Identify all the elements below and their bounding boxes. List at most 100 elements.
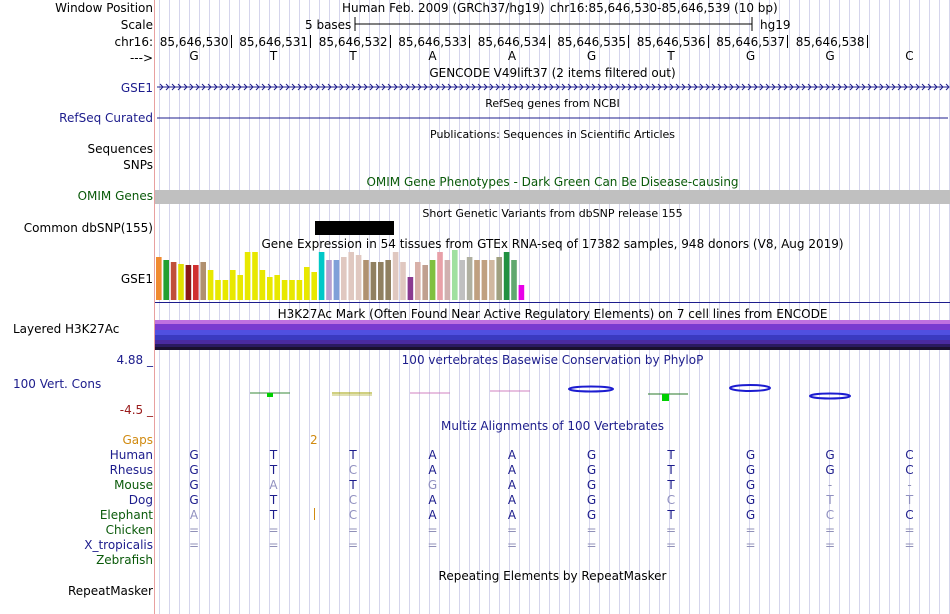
- strand-chevron: [369, 83, 374, 91]
- gtex-tissue-bar: [378, 262, 384, 300]
- h3k27ac-track-label[interactable]: Layered H3K27Ac: [13, 322, 120, 336]
- strand-label: --->: [129, 51, 153, 65]
- grid-line: [439, 0, 440, 614]
- alignment-base: A: [428, 493, 437, 507]
- grid-line: [529, 0, 530, 614]
- strand-chevron: [879, 83, 884, 91]
- strand-chevron: [939, 83, 944, 91]
- grid-line: [609, 0, 610, 614]
- grid-line: [849, 0, 850, 614]
- strand-chevron: [405, 83, 410, 91]
- gtex-tissue-bar: [200, 262, 206, 300]
- species-label[interactable]: Dog: [128, 493, 153, 507]
- grid-line: [659, 0, 660, 614]
- strand-chevron: [933, 83, 938, 91]
- phylop-signal[interactable]: [0, 380, 950, 420]
- dbsnp-variant[interactable]: [315, 221, 394, 235]
- strand-chevron: [327, 83, 332, 91]
- alignment-base: =: [188, 523, 200, 537]
- grid-line: [389, 0, 390, 614]
- vert-cons-track-label[interactable]: 100 Vert. Cons: [13, 377, 102, 391]
- strand-chevron: [747, 83, 752, 91]
- strand-chevron: [855, 83, 860, 91]
- strand-chevron: [579, 83, 584, 91]
- strand-chevron: [333, 83, 338, 91]
- strand-chevron: [201, 83, 206, 91]
- alignment-base: G: [189, 478, 199, 492]
- grid-line: [809, 0, 810, 614]
- gse1-gtex-track-label[interactable]: GSE1: [120, 272, 153, 286]
- grid-line: [649, 0, 650, 614]
- grid-line: [899, 0, 900, 614]
- alignment-base: =: [586, 538, 597, 552]
- species-label[interactable]: Chicken: [105, 523, 153, 537]
- alignment-base: G: [189, 448, 199, 462]
- snps-track-label[interactable]: SNPs: [123, 158, 153, 172]
- grid-line: [299, 0, 300, 614]
- alignment-base: G: [745, 448, 756, 462]
- strand-chevron: [921, 83, 926, 91]
- genome-browser-image[interactable]: [155, 0, 950, 614]
- reference-base: G: [189, 49, 199, 63]
- strand-chevron: [735, 83, 740, 91]
- alignment-base: -: [907, 478, 912, 492]
- alignment-base: =: [665, 538, 677, 552]
- alignment-base: =: [427, 523, 438, 537]
- strand-chevron: [663, 83, 668, 91]
- grid-line: [319, 0, 320, 614]
- repeatmasker-track-label[interactable]: RepeatMasker: [67, 584, 153, 598]
- strand-chevron: [501, 83, 506, 91]
- species-label[interactable]: Mouse: [114, 478, 153, 492]
- gtex-track-title: Gene Expression in 54 tissues from GTEx …: [261, 237, 844, 251]
- track-label-panel: Window Position Scale chr16: ---> GSE1 R…: [0, 0, 153, 614]
- position-title: chr16:85,646,530-85,646,539 (10 bp): [550, 1, 778, 15]
- gtex-tissue-bar: [230, 270, 236, 300]
- grid-line: [449, 0, 450, 614]
- sequences-track-label[interactable]: Sequences: [87, 142, 153, 156]
- phylop-track-title: 100 vertebrates Basewise Conservation by…: [401, 353, 704, 367]
- gtex-tissue-bar: [267, 277, 273, 300]
- ruler-position: 85,646,532: [318, 35, 388, 49]
- grid-line: [599, 0, 600, 614]
- omim-gene-bar[interactable]: [155, 190, 950, 204]
- alignment-base: T: [826, 493, 834, 507]
- grid-line: [569, 0, 570, 614]
- h3k27ac-signal[interactable]: [0, 320, 950, 360]
- ruler-tick: [866, 35, 868, 48]
- refseq-track-label[interactable]: RefSeq Curated: [59, 111, 153, 125]
- grid-line: [479, 0, 480, 614]
- strand-chevron: [453, 83, 458, 91]
- strand-chevron: [489, 83, 494, 91]
- strand-chevron: [927, 83, 932, 91]
- species-label[interactable]: Rhesus: [109, 463, 153, 477]
- strand-chevron: [849, 83, 854, 91]
- gtex-tissue-bar: [518, 285, 525, 300]
- strand-chevron: [777, 83, 782, 91]
- common-dbsnp-track-label[interactable]: Common dbSNP(155): [23, 221, 153, 235]
- gse1-gene-feature[interactable]: [0, 80, 950, 180]
- strand-chevron: [375, 83, 380, 91]
- gtex-tissue-bar: [348, 252, 354, 300]
- refseq-track-title: RefSeq genes from NCBI: [485, 97, 620, 110]
- species-label[interactable]: X_tropicalis: [84, 538, 153, 552]
- strand-chevron: [729, 83, 734, 91]
- gtex-tissue-bar: [289, 280, 295, 300]
- refseq-gene-feature[interactable]: [0, 113, 950, 123]
- strand-chevron: [411, 83, 416, 91]
- alignment-base: =: [268, 538, 279, 552]
- gtex-tissue-bar: [274, 275, 280, 300]
- strand-chevron: [321, 83, 326, 91]
- species-label[interactable]: Zebrafish: [96, 553, 153, 567]
- species-label[interactable]: Elephant: [99, 508, 153, 522]
- gse1-gene-track-label[interactable]: GSE1: [120, 81, 153, 95]
- alignment-base: T: [667, 478, 675, 492]
- grid-line: [289, 0, 290, 614]
- alignment-base: G: [745, 508, 756, 522]
- omim-track-label[interactable]: OMIM Genes: [77, 189, 153, 203]
- gtex-tissue-bar: [474, 260, 480, 300]
- strand-chevron: [519, 83, 524, 91]
- strand-chevron: [195, 83, 200, 91]
- grid-line: [549, 0, 550, 614]
- gtex-bar-chart[interactable]: [0, 250, 950, 310]
- species-label[interactable]: Human: [109, 448, 153, 462]
